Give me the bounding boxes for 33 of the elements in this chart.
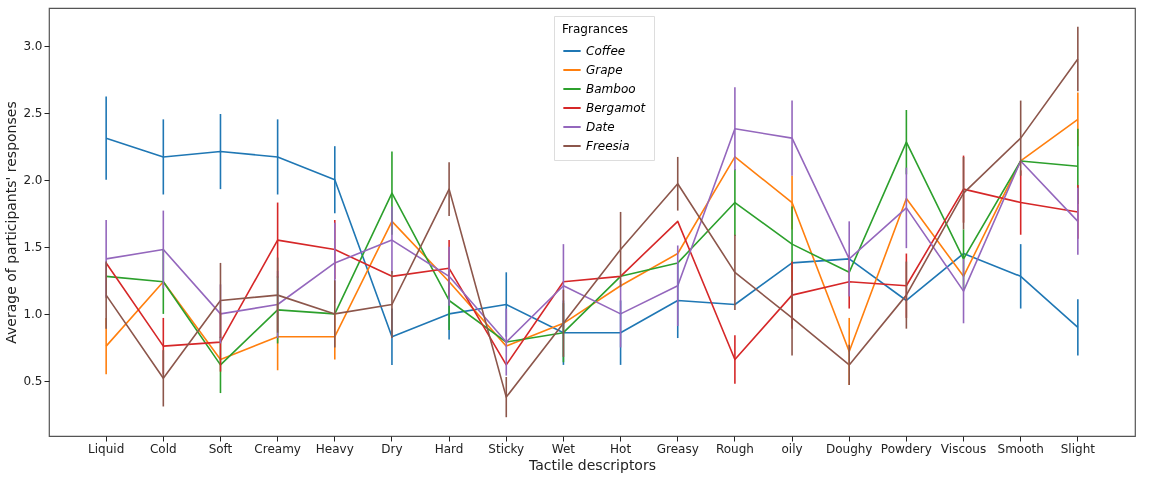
- x-tick-label: Smooth: [997, 441, 1044, 456]
- y-tick-label: 2.0: [23, 173, 43, 188]
- x-tick-label: Rough: [715, 441, 754, 456]
- y-axis-title: Average of participants' responses: [3, 101, 20, 344]
- legend-label: Bergamot: [586, 101, 647, 115]
- x-tick-label: Dry: [381, 441, 403, 456]
- x-tick-label: Viscous: [940, 441, 987, 456]
- y-tick-label: 1.5: [23, 240, 43, 255]
- x-tick-label: Sticky: [488, 441, 525, 456]
- y-tick-label: 1.0: [23, 307, 43, 322]
- x-tick-label: Greasy: [656, 441, 699, 456]
- x-axis-title: Tactile descriptors: [528, 456, 656, 473]
- legend-label: Date: [586, 120, 615, 134]
- y-tick-label: 2.5: [23, 106, 43, 121]
- y-tick-label: 3.0: [23, 39, 43, 54]
- legend-label: Grape: [586, 63, 623, 77]
- x-tick-label: Hot: [610, 441, 632, 456]
- x-tick-label: Slight: [1060, 441, 1096, 456]
- x-tick-label: Wet: [551, 441, 576, 456]
- legend-title: Fragrances: [562, 22, 629, 36]
- x-tick-label: Creamy: [254, 441, 301, 456]
- y-tick-label: 0.5: [23, 374, 43, 389]
- legend-label: Coffee: [586, 44, 626, 58]
- x-tick-label: Liquid: [88, 441, 125, 456]
- x-tick-label: Heavy: [315, 441, 354, 456]
- x-tick-label: Soft: [208, 441, 233, 456]
- legend-label: Freesia: [586, 139, 630, 153]
- x-tick-label: Doughy: [825, 441, 873, 456]
- x-tick-label: Powdery: [880, 441, 932, 456]
- x-tick-label: Cold: [149, 441, 177, 456]
- x-tick-label: oily: [781, 441, 803, 456]
- x-tick-label: Hard: [434, 441, 464, 456]
- legend-label: Bamboo: [586, 82, 636, 96]
